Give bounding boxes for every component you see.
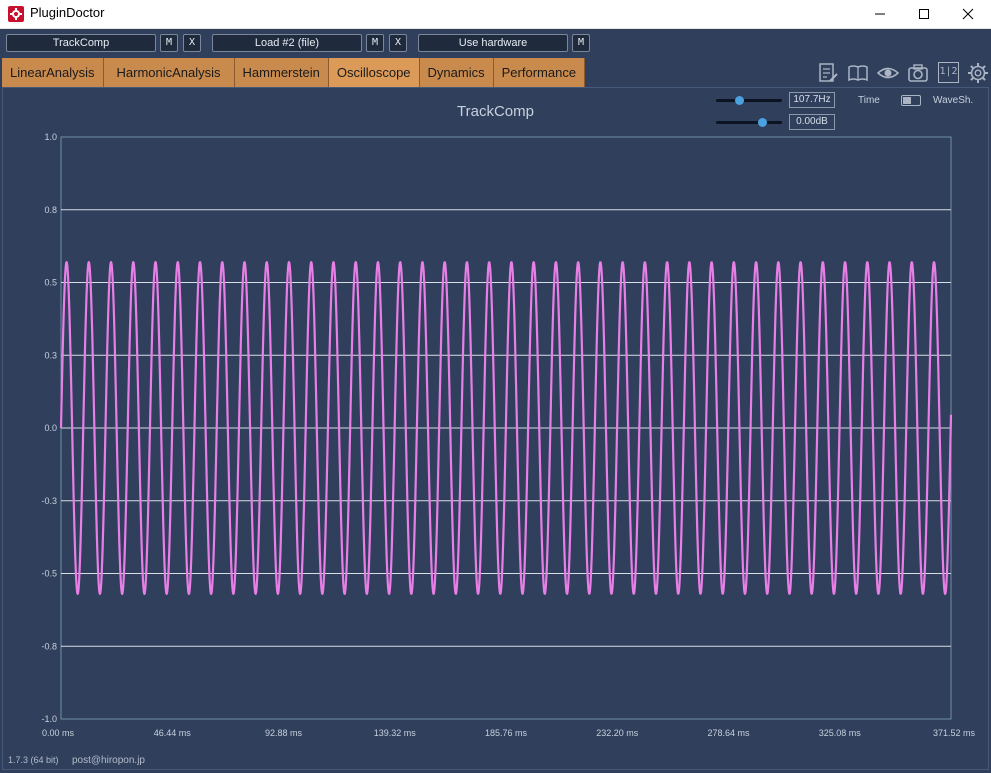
chart-title: TrackComp bbox=[457, 103, 534, 120]
gain-value[interactable]: 0.00dB bbox=[789, 114, 835, 130]
slot-2-menu-button[interactable]: M bbox=[366, 34, 384, 52]
minimize-button[interactable] bbox=[857, 0, 903, 28]
tab-harmonic-analysis[interactable]: HarmonicAnalysis bbox=[103, 58, 235, 87]
hardware-slot[interactable]: Use hardware bbox=[418, 34, 568, 52]
frequency-slider[interactable] bbox=[716, 99, 782, 102]
slot-2-remove-button[interactable]: X bbox=[389, 34, 407, 52]
frequency-slider-thumb[interactable] bbox=[735, 96, 745, 105]
split-1-2-icon[interactable]: 1|2 bbox=[938, 62, 959, 83]
tab-dynamics[interactable]: Dynamics bbox=[419, 58, 494, 87]
time-label: Time bbox=[858, 95, 880, 106]
close-window-button[interactable] bbox=[945, 0, 991, 28]
slot-1-remove-button[interactable]: X bbox=[183, 34, 201, 52]
toggle-knob bbox=[903, 97, 911, 104]
time-waveshape-toggle[interactable] bbox=[901, 95, 921, 106]
waveshape-label: WaveSh. bbox=[933, 95, 974, 106]
minimize-icon bbox=[875, 13, 885, 15]
slot-1-menu-button[interactable]: M bbox=[160, 34, 178, 52]
oscilloscope-panel bbox=[2, 87, 989, 770]
tab-linear-analysis[interactable]: LinearAnalysis bbox=[2, 58, 104, 87]
plugin-slot-1[interactable]: TrackComp bbox=[6, 34, 156, 52]
tab-performance[interactable]: Performance bbox=[493, 58, 586, 87]
eye-icon[interactable] bbox=[877, 62, 899, 84]
maximize-icon bbox=[919, 9, 929, 19]
book-icon[interactable] bbox=[847, 62, 869, 84]
close-icon bbox=[962, 8, 974, 20]
app-logo-icon bbox=[8, 6, 24, 22]
version-text: 1.7.3 (64 bit) bbox=[8, 755, 59, 765]
tab-hammerstein[interactable]: Hammerstein bbox=[234, 58, 329, 87]
frequency-value[interactable]: 107.7Hz bbox=[789, 92, 835, 108]
tab-oscilloscope[interactable]: Oscilloscope bbox=[328, 58, 420, 87]
maximize-button[interactable] bbox=[901, 0, 947, 28]
gain-slider[interactable] bbox=[716, 121, 782, 124]
camera-icon[interactable] bbox=[907, 62, 929, 84]
gear-icon[interactable] bbox=[967, 62, 989, 84]
analysis-tabs: LinearAnalysis HarmonicAnalysis Hammerst… bbox=[2, 58, 586, 87]
window-title: PluginDoctor bbox=[30, 5, 105, 20]
notes-icon[interactable] bbox=[817, 62, 839, 84]
plugin-slot-2[interactable]: Load #2 (file) bbox=[212, 34, 362, 52]
title-bar: PluginDoctor bbox=[0, 0, 991, 29]
hardware-menu-button[interactable]: M bbox=[572, 34, 590, 52]
gain-slider-thumb[interactable] bbox=[758, 118, 768, 127]
contact-email: post@hiropon.jp bbox=[72, 755, 145, 766]
